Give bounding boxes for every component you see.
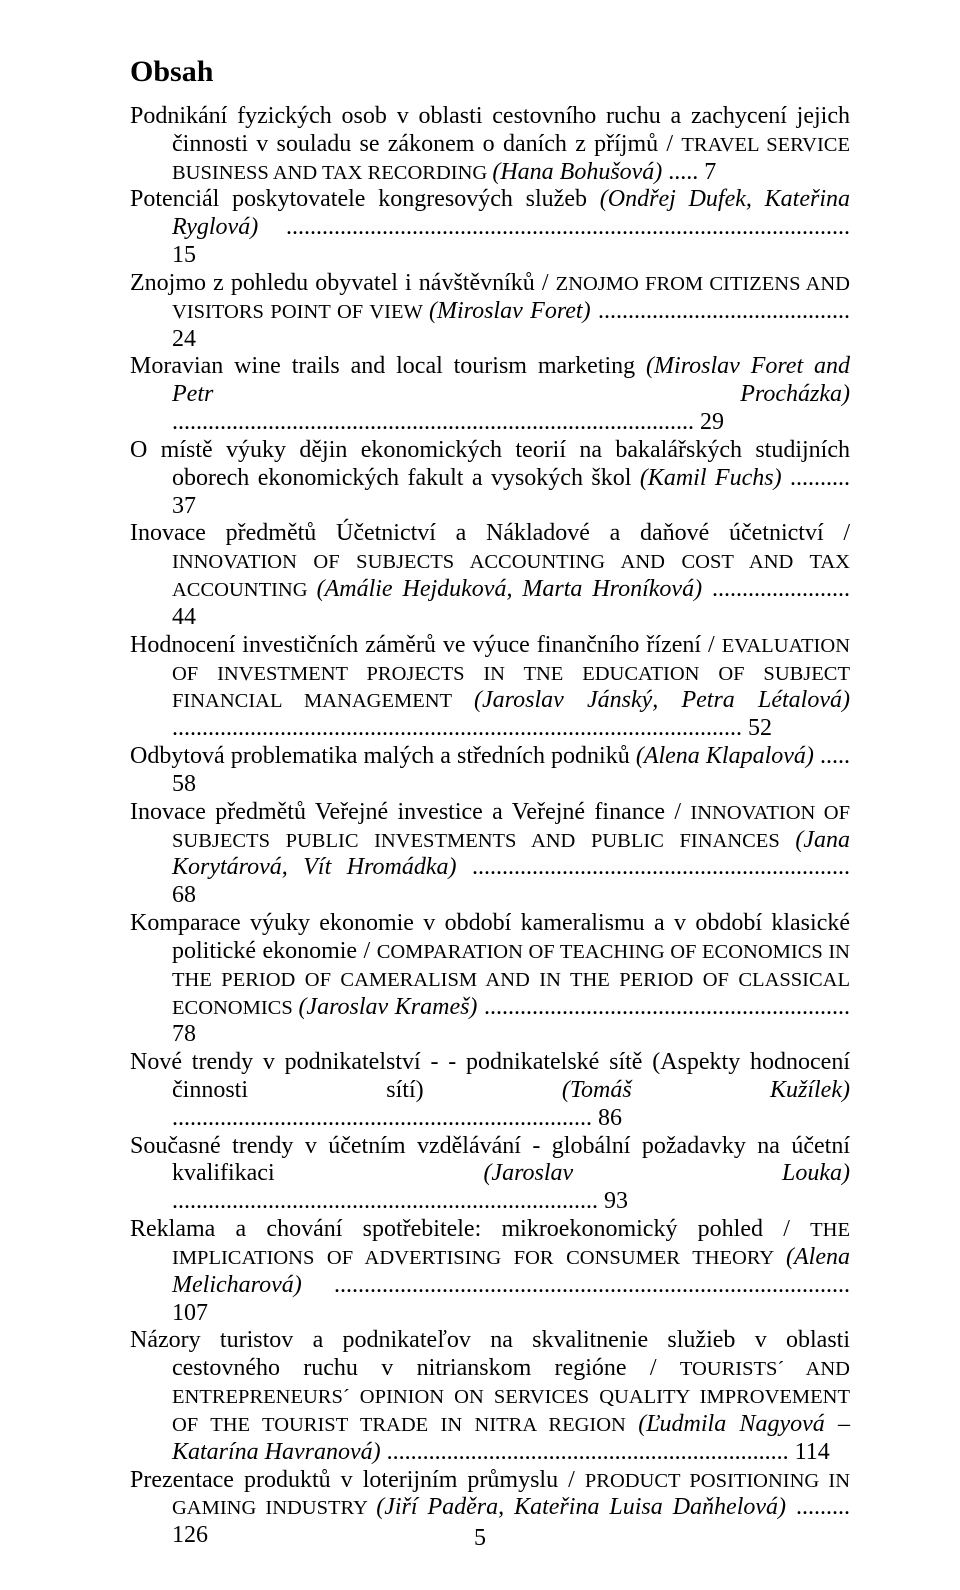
page-number: 5 (0, 1525, 960, 1552)
toc-entry-text: (Jaroslav Krameš) (298, 994, 477, 1020)
toc-entry-text: Odbytová problematika malých a středních… (130, 743, 636, 769)
toc-entry: Názory turistov a podnikateľov na skvali… (130, 1327, 850, 1466)
toc-entry: Komparace výuky ekonomie v období kamera… (130, 910, 850, 1049)
toc-entry: Reklama a chování spotřebitele: mikroeko… (130, 1216, 850, 1327)
toc-entry-text: Reklama a chování spotřebitele: mikroeko… (130, 1216, 810, 1242)
toc-entry: O místě výuky dějin ekonomických teorií … (130, 437, 850, 520)
toc-entry-text: Hodnocení investičních záměrů ve výuce f… (130, 632, 722, 658)
toc-entry-text: Znojmo z pohledu obyvatel i návštěvníků … (130, 270, 556, 296)
toc-entry-text: ........................................… (172, 715, 772, 741)
toc-entry-text: ........................................… (172, 409, 724, 435)
toc-entry: Moravian wine trails and local tourism m… (130, 353, 850, 436)
document-page: Obsah Podnikání fyzických osob v oblasti… (0, 0, 960, 1590)
toc-entry: Současné trendy v účetním vzdělávání - g… (130, 1133, 850, 1216)
toc-entries: Podnikání fyzických osob v oblasti cesto… (130, 103, 850, 1550)
toc-entry-text: (Miroslav Foret) (429, 298, 591, 324)
toc-entry: Inovace předmětů Veřejné investice a Veř… (130, 799, 850, 910)
toc-entry: Nové trendy v podnikatelství - - podnika… (130, 1049, 850, 1132)
toc-entry-text: Inovace předmětů Účetnictví a Nákladové … (130, 520, 850, 546)
toc-entry-text: ........................................… (381, 1439, 830, 1465)
toc-entry: Znojmo z pohledu obyvatel i návštěvníků … (130, 270, 850, 353)
page-title: Obsah (130, 55, 850, 89)
toc-entry-text: (Jaroslav Louka) (483, 1160, 850, 1186)
toc-entry: Inovace předmětů Účetnictví a Nákladové … (130, 520, 850, 631)
toc-entry-text: Potenciál poskytovatele kongresových slu… (130, 186, 600, 212)
toc-entry: Podnikání fyzických osob v oblasti cesto… (130, 103, 850, 186)
toc-entry-text: (Hana Bohušová) (492, 159, 662, 185)
toc-entry: Potenciál poskytovatele kongresových slu… (130, 186, 850, 269)
toc-entry-text: Prezentace produktů v loterijním průmysl… (130, 1467, 585, 1493)
toc-entry-text: Moravian wine trails and local tourism m… (130, 353, 646, 379)
toc-entry-text: (Tomáš Kužílek) (562, 1077, 850, 1103)
toc-entry-text: ........................................… (172, 1105, 622, 1131)
toc-entry-text: (Alena Klapalová) (636, 743, 814, 769)
toc-entry: Odbytová problematika malých a středních… (130, 743, 850, 799)
toc-entry-text: (Kamil Fuchs) (640, 465, 782, 491)
toc-entry-text: ..... 7 (662, 159, 716, 185)
toc-entry-text: ........................................… (172, 1188, 628, 1214)
toc-entry-text: (Amálie Hejduková, Marta Hroníková) (317, 576, 702, 602)
toc-entry-text: (Jaroslav Jánský, Petra Létalová) (474, 687, 850, 713)
toc-entry: Hodnocení investičních záměrů ve výuce f… (130, 632, 850, 743)
toc-entry-text: ........................................… (172, 214, 850, 268)
toc-entry-text: Inovace předmětů Veřejné investice a Veř… (130, 799, 690, 825)
toc-entry-text: (Jiří Paděra, Kateřina Luisa Daňhelová) (376, 1494, 786, 1520)
